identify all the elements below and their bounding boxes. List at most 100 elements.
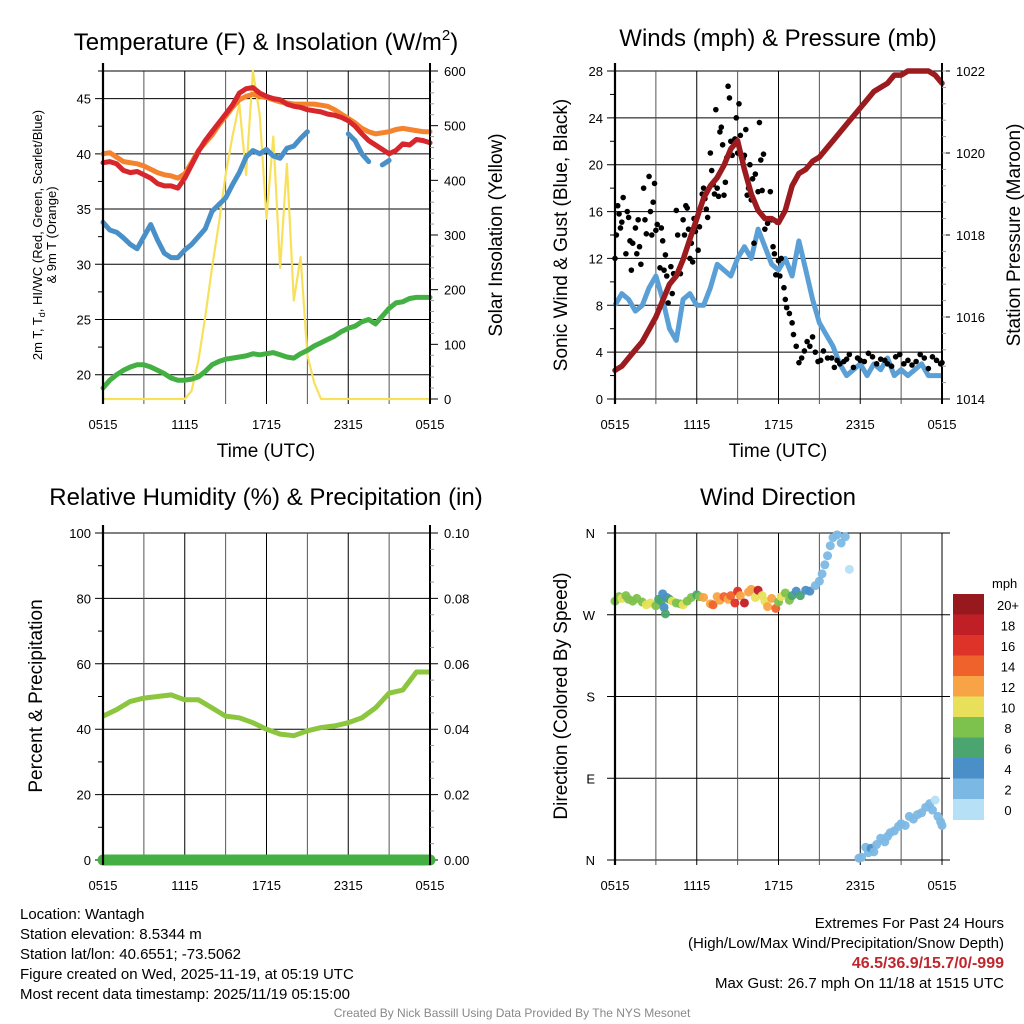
direction-point xyxy=(780,588,790,598)
rh-line xyxy=(101,669,430,739)
y2-tick-label: 0.02 xyxy=(444,788,469,803)
colorbar-swatch xyxy=(953,655,984,677)
gust-point xyxy=(767,188,774,195)
gust-point xyxy=(747,161,753,168)
gust-point xyxy=(648,232,655,238)
gust-point xyxy=(909,362,915,368)
dewpoint-line xyxy=(100,294,433,391)
direction-point xyxy=(937,820,947,830)
recent-data-text: Most recent data timestamp: 2025/11/19 0… xyxy=(20,986,350,1003)
direction-point xyxy=(699,592,709,602)
x-tick-label: 1115 xyxy=(171,878,198,893)
pressure-line xyxy=(612,68,945,374)
direction-point xyxy=(805,586,815,596)
x-tick-label: 2315 xyxy=(846,417,875,432)
direction-point xyxy=(739,598,749,608)
gust-point xyxy=(662,252,669,258)
gust-point xyxy=(751,240,757,246)
y2-tick-label: 600 xyxy=(444,64,466,79)
gust-point xyxy=(643,231,650,237)
y-tick-label: N xyxy=(586,853,595,868)
location-text: Location: Wantagh xyxy=(20,906,145,923)
gust-point xyxy=(884,361,891,367)
y2-tick-label: 0.10 xyxy=(444,526,469,541)
colorbar-swatch xyxy=(953,778,984,800)
direction-point xyxy=(836,538,846,548)
gust-point xyxy=(789,320,795,326)
y-tick-label: 20 xyxy=(589,158,603,173)
extremes-values: 46.5/36.9/15.7/0/-999 xyxy=(851,955,1004,972)
humidity-chart-title: Relative Humidity (%) & Precipitation (i… xyxy=(49,484,482,511)
elevation-text: Station elevation: 8.5344 m xyxy=(20,926,202,943)
humidity-chart: Relative Humidity (%) & Precipitation (i… xyxy=(26,484,483,893)
colorbar-swatch xyxy=(953,737,984,759)
wind-direction-x-ticks: 0515 1115 1715 2315 0515 xyxy=(601,878,957,893)
gust-point xyxy=(714,185,720,191)
y2-tick-label: 0 xyxy=(444,392,451,407)
y2-tick-label: 1016 xyxy=(956,310,985,325)
gust-point xyxy=(913,358,919,365)
x-tick-label: 0515 xyxy=(928,417,957,432)
y2-tick-label: 300 xyxy=(444,228,466,243)
wind-line xyxy=(612,226,942,379)
gust-point xyxy=(614,202,621,209)
temperature-chart: Temperature (F) & Insolation (W/m2) 20 25… xyxy=(30,27,507,462)
direction-point xyxy=(708,600,718,610)
direction-point xyxy=(660,609,670,619)
wind-direction-y-label: Direction (Colored By Speed) xyxy=(551,572,572,819)
gust-point xyxy=(707,150,714,156)
max-gust-text: Max Gust: 26.7 mph On 11/18 at 1515 UTC xyxy=(714,975,1004,992)
gust-point xyxy=(717,129,723,135)
gust-point xyxy=(798,355,805,361)
y-tick-label: 40 xyxy=(77,147,91,162)
wind-direction-chart-title: Wind Direction xyxy=(700,484,856,511)
direction-point xyxy=(825,541,835,551)
gust-point xyxy=(684,205,691,211)
gust-point xyxy=(896,351,903,358)
winds-y-label: Sonic Wind & Gust (Blue, Black) xyxy=(551,99,572,371)
gust-point xyxy=(657,265,663,271)
winds-grid xyxy=(607,70,943,404)
gust-point xyxy=(869,354,876,360)
x-tick-label: 2315 xyxy=(334,417,363,432)
humidity-series xyxy=(97,669,436,866)
gust-point xyxy=(722,179,729,186)
x-tick-label: 1115 xyxy=(683,878,710,893)
gust-point xyxy=(817,357,824,364)
gust-point xyxy=(628,267,635,273)
gust-point xyxy=(619,219,625,225)
y-tick-label: N xyxy=(586,526,595,541)
gust-point xyxy=(804,338,810,345)
x-tick-label: 0515 xyxy=(416,417,445,432)
temperature-series xyxy=(100,69,433,401)
solar-y2-label: Solar Insolation (Yellow) xyxy=(486,133,507,336)
gust-point xyxy=(925,365,932,372)
direction-point xyxy=(869,847,879,857)
gust-point xyxy=(711,191,718,197)
gust-point xyxy=(623,250,629,257)
extremes-subtitle: (High/Low/Max Wind/Precipitation/Snow De… xyxy=(688,935,1004,952)
x-tick-label: 2315 xyxy=(334,878,363,893)
gust-point xyxy=(929,354,936,360)
colorbar-swatch xyxy=(953,696,984,718)
gust-point xyxy=(708,167,715,174)
gust-point xyxy=(901,361,907,367)
y-tick-label: 16 xyxy=(589,205,603,220)
gust-point xyxy=(905,357,911,364)
direction-point xyxy=(857,852,867,862)
direction-point xyxy=(823,551,833,561)
y-tick-label: 30 xyxy=(77,257,91,272)
gust-point xyxy=(728,138,734,145)
colorbar-swatch xyxy=(953,635,984,656)
y-tick-label: 80 xyxy=(77,591,91,606)
extremes-title: Extremes For Past 24 Hours xyxy=(814,915,1004,932)
gust-point xyxy=(917,351,923,358)
created-text: Figure created on Wed, 2025-11-19, at 05… xyxy=(20,966,354,983)
x-tick-label: 0515 xyxy=(928,878,957,893)
gust-point xyxy=(782,296,789,303)
direction-point xyxy=(767,593,777,603)
gust-point xyxy=(703,206,710,213)
direction-point xyxy=(844,564,854,574)
gust-point xyxy=(654,221,661,228)
